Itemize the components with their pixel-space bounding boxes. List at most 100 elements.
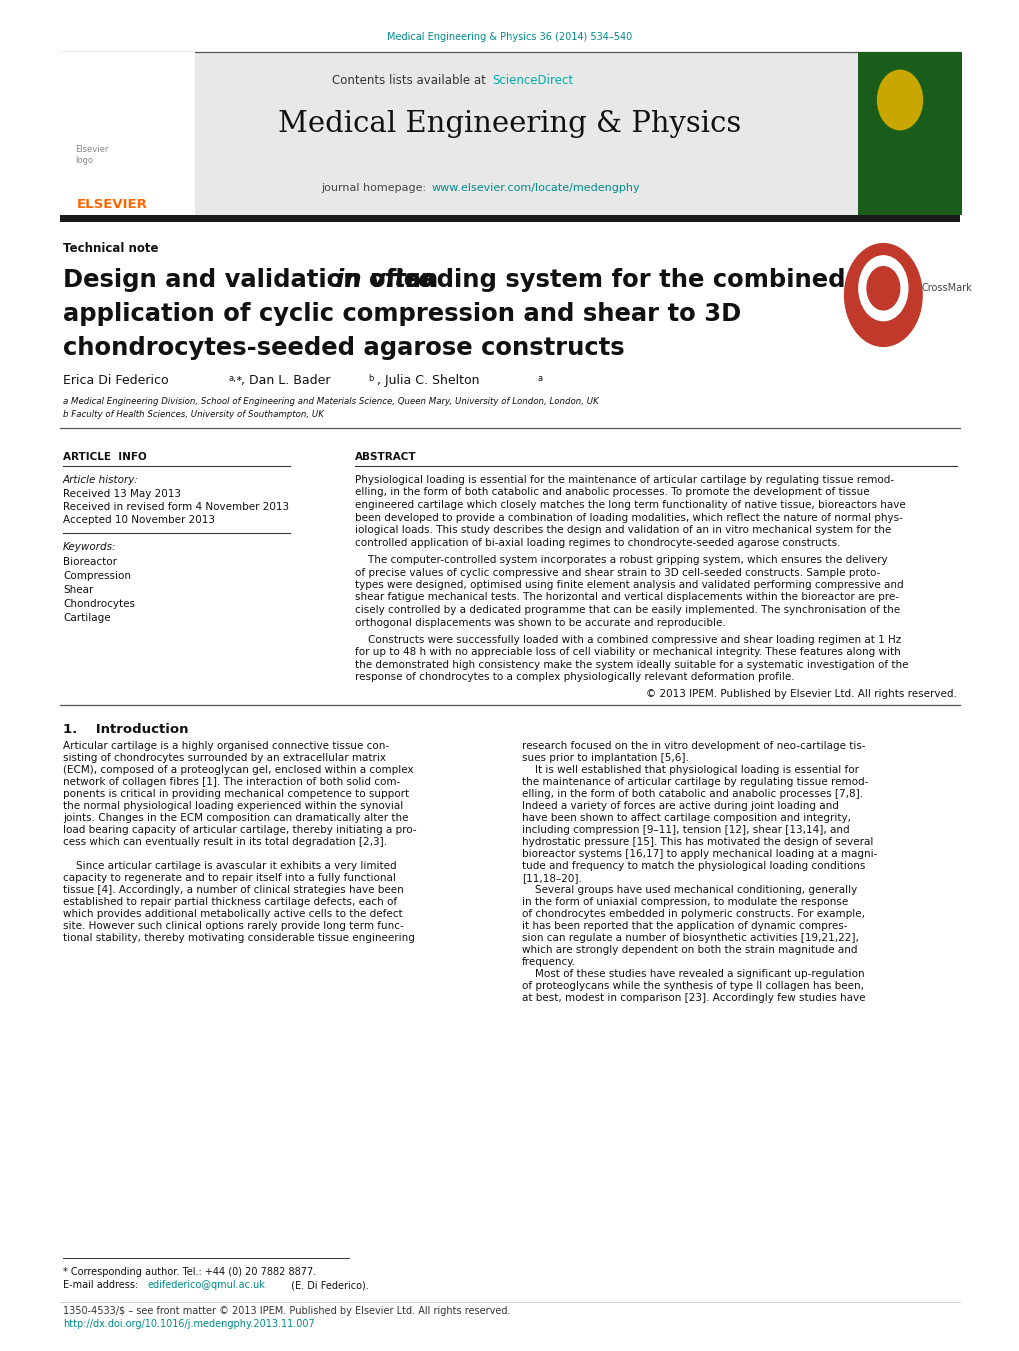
- Text: E-mail address:: E-mail address:: [63, 1279, 142, 1290]
- Text: Article history:: Article history:: [63, 476, 139, 485]
- Text: Received in revised form 4 November 2013: Received in revised form 4 November 2013: [63, 503, 288, 512]
- Text: research focused on the in vitro development of neo-cartilage tis-: research focused on the in vitro develop…: [522, 740, 865, 751]
- Text: Most of these studies have revealed a significant up-regulation: Most of these studies have revealed a si…: [522, 969, 864, 979]
- Circle shape: [866, 266, 899, 309]
- Text: for up to 48 h with no appreciable loss of cell viability or mechanical integrit: for up to 48 h with no appreciable loss …: [355, 647, 900, 658]
- Text: The computer-controlled system incorporates a robust gripping system, which ensu: The computer-controlled system incorpora…: [355, 555, 887, 565]
- Text: a: a: [537, 374, 542, 382]
- Bar: [60, 51, 195, 215]
- Text: ARTICLE  INFO: ARTICLE INFO: [63, 453, 147, 462]
- Text: the maintenance of articular cartilage by regulating tissue remod-: the maintenance of articular cartilage b…: [522, 777, 867, 788]
- Text: Bioreactor: Bioreactor: [63, 557, 117, 567]
- Text: chondrocytes-seeded agarose constructs: chondrocytes-seeded agarose constructs: [63, 336, 624, 359]
- Text: [11,18–20].: [11,18–20].: [522, 873, 581, 884]
- Text: Physiological loading is essential for the maintenance of articular cartilage by: Physiological loading is essential for t…: [355, 476, 894, 485]
- Text: including compression [9–11], tension [12], shear [13,14], and: including compression [9–11], tension [1…: [522, 825, 849, 835]
- Text: , Dan L. Bader: , Dan L. Bader: [242, 374, 331, 386]
- Text: * Corresponding author. Tel.: +44 (0) 20 7882 8877.: * Corresponding author. Tel.: +44 (0) 20…: [63, 1267, 316, 1277]
- Text: Compression: Compression: [63, 571, 130, 581]
- Text: Design and validation of an: Design and validation of an: [63, 267, 446, 292]
- Text: , Julia C. Shelton: , Julia C. Shelton: [377, 374, 479, 386]
- Text: Constructs were successfully loaded with a combined compressive and shear loadin: Constructs were successfully loaded with…: [355, 635, 901, 644]
- Text: 1.    Introduction: 1. Introduction: [63, 723, 189, 736]
- Bar: [857, 51, 961, 215]
- Text: 1350-4533/$ – see front matter © 2013 IPEM. Published by Elsevier Ltd. All right: 1350-4533/$ – see front matter © 2013 IP…: [63, 1306, 510, 1316]
- Text: (ECM), composed of a proteoglycan gel, enclosed within a complex: (ECM), composed of a proteoglycan gel, e…: [63, 765, 414, 775]
- Text: edifederico@qmul.ac.uk: edifederico@qmul.ac.uk: [148, 1279, 265, 1290]
- Text: Medical Engineering & Physics: Medical Engineering & Physics: [278, 109, 741, 138]
- Text: response of chondrocytes to a complex physiologically relevant deformation profi: response of chondrocytes to a complex ph…: [355, 673, 794, 682]
- Text: site. However such clinical options rarely provide long term func-: site. However such clinical options rare…: [63, 921, 404, 931]
- Text: in the form of uniaxial compression, to modulate the response: in the form of uniaxial compression, to …: [522, 897, 848, 907]
- Text: which are strongly dependent on both the strain magnitude and: which are strongly dependent on both the…: [522, 944, 857, 955]
- Text: of chondrocytes embedded in polymeric constructs. For example,: of chondrocytes embedded in polymeric co…: [522, 909, 864, 919]
- Text: ABSTRACT: ABSTRACT: [355, 453, 416, 462]
- Text: at best, modest in comparison [23]. Accordingly few studies have: at best, modest in comparison [23]. Acco…: [522, 993, 865, 1002]
- Text: ELSEVIER: ELSEVIER: [76, 199, 148, 211]
- Text: Since articular cartilage is avascular it exhibits a very limited: Since articular cartilage is avascular i…: [63, 861, 396, 871]
- Text: Elsevier
logo: Elsevier logo: [75, 146, 108, 165]
- Text: iological loads. This study describes the design and validation of an in vitro m: iological loads. This study describes th…: [355, 526, 891, 535]
- Text: Technical note: Technical note: [63, 242, 158, 255]
- Text: tional stability, thereby motivating considerable tissue engineering: tional stability, thereby motivating con…: [63, 934, 415, 943]
- Text: network of collagen fibres [1]. The interaction of both solid com-: network of collagen fibres [1]. The inte…: [63, 777, 399, 788]
- Text: capacity to regenerate and to repair itself into a fully functional: capacity to regenerate and to repair its…: [63, 873, 395, 884]
- Text: have been shown to affect cartilage composition and integrity,: have been shown to affect cartilage comp…: [522, 813, 850, 823]
- Text: Erica Di Federico: Erica Di Federico: [63, 374, 168, 386]
- Text: types were designed, optimised using finite element analysis and validated perfo: types were designed, optimised using fin…: [355, 580, 903, 590]
- Text: Shear: Shear: [63, 585, 94, 594]
- Text: of precise values of cyclic compressive and shear strain to 3D cell-seeded const: of precise values of cyclic compressive …: [355, 567, 879, 577]
- Bar: [60, 51, 959, 215]
- Text: controlled application of bi-axial loading regimes to chondrocyte-seeded agarose: controlled application of bi-axial loadi…: [355, 538, 840, 547]
- Text: Chondrocytes: Chondrocytes: [63, 598, 135, 609]
- Text: the demonstrated high consistency make the system ideally suitable for a systema: the demonstrated high consistency make t…: [355, 661, 908, 670]
- Text: sisting of chondrocytes surrounded by an extracellular matrix: sisting of chondrocytes surrounded by an…: [63, 753, 385, 763]
- Text: tissue [4]. Accordingly, a number of clinical strategies have been: tissue [4]. Accordingly, a number of cli…: [63, 885, 404, 894]
- Text: Cartilage: Cartilage: [63, 613, 110, 623]
- Text: it has been reported that the application of dynamic compres-: it has been reported that the applicatio…: [522, 921, 847, 931]
- Text: b Faculty of Health Sciences, University of Southampton, UK: b Faculty of Health Sciences, University…: [63, 409, 324, 419]
- Text: a Medical Engineering Division, School of Engineering and Materials Science, Que: a Medical Engineering Division, School o…: [63, 397, 598, 407]
- Text: Received 13 May 2013: Received 13 May 2013: [63, 489, 180, 499]
- Text: Indeed a variety of forces are active during joint loading and: Indeed a variety of forces are active du…: [522, 801, 838, 811]
- Text: orthogonal displacements was shown to be accurate and reproducible.: orthogonal displacements was shown to be…: [355, 617, 726, 627]
- Text: ponents is critical in providing mechanical competence to support: ponents is critical in providing mechani…: [63, 789, 409, 798]
- Text: bioreactor systems [16,17] to apply mechanical loading at a magni-: bioreactor systems [16,17] to apply mech…: [522, 848, 876, 859]
- Text: (E. Di Federico).: (E. Di Federico).: [288, 1279, 369, 1290]
- Text: elling, in the form of both catabolic and anabolic processes [7,8].: elling, in the form of both catabolic an…: [522, 789, 862, 798]
- Circle shape: [876, 70, 921, 130]
- Text: the normal physiological loading experienced within the synovial: the normal physiological loading experie…: [63, 801, 403, 811]
- Text: ScienceDirect: ScienceDirect: [491, 74, 573, 86]
- Text: been developed to provide a combination of loading modalities, which reflect the: been developed to provide a combination …: [355, 512, 902, 523]
- Text: sues prior to implantation [5,6].: sues prior to implantation [5,6].: [522, 753, 688, 763]
- Text: a,∗: a,∗: [228, 374, 243, 382]
- Text: www.elsevier.com/locate/medengphy: www.elsevier.com/locate/medengphy: [432, 182, 640, 193]
- Text: It is well established that physiological loading is essential for: It is well established that physiologica…: [522, 765, 858, 775]
- Text: in vitro: in vitro: [336, 267, 434, 292]
- Text: Articular cartilage is a highly organised connective tissue con-: Articular cartilage is a highly organise…: [63, 740, 388, 751]
- Text: frequency.: frequency.: [522, 957, 576, 967]
- Text: Keywords:: Keywords:: [63, 542, 116, 553]
- Text: Medical Engineering & Physics 36 (2014) 534–540: Medical Engineering & Physics 36 (2014) …: [387, 32, 632, 42]
- Text: hydrostatic pressure [15]. This has motivated the design of several: hydrostatic pressure [15]. This has moti…: [522, 838, 872, 847]
- Circle shape: [858, 255, 907, 320]
- Text: of proteoglycans while the synthesis of type II collagen has been,: of proteoglycans while the synthesis of …: [522, 981, 863, 992]
- Text: shear fatigue mechanical tests. The horizontal and vertical displacements within: shear fatigue mechanical tests. The hori…: [355, 593, 898, 603]
- Text: joints. Changes in the ECM composition can dramatically alter the: joints. Changes in the ECM composition c…: [63, 813, 408, 823]
- Text: loading system for the combined: loading system for the combined: [387, 267, 845, 292]
- Bar: [60, 215, 959, 222]
- Text: journal homepage:: journal homepage:: [321, 182, 430, 193]
- Text: Several groups have used mechanical conditioning, generally: Several groups have used mechanical cond…: [522, 885, 856, 894]
- Text: © 2013 IPEM. Published by Elsevier Ltd. All rights reserved.: © 2013 IPEM. Published by Elsevier Ltd. …: [645, 689, 956, 698]
- Circle shape: [844, 243, 921, 346]
- Text: established to repair partial thickness cartilage defects, each of: established to repair partial thickness …: [63, 897, 396, 907]
- Text: tude and frequency to match the physiological loading conditions: tude and frequency to match the physiolo…: [522, 861, 864, 871]
- Text: Contents lists available at: Contents lists available at: [332, 74, 489, 86]
- Text: load bearing capacity of articular cartilage, thereby initiating a pro-: load bearing capacity of articular carti…: [63, 825, 416, 835]
- Text: cess which can eventually result in its total degradation [2,3].: cess which can eventually result in its …: [63, 838, 387, 847]
- Text: Accepted 10 November 2013: Accepted 10 November 2013: [63, 515, 215, 526]
- Text: application of cyclic compression and shear to 3D: application of cyclic compression and sh…: [63, 303, 741, 326]
- Text: cisely controlled by a dedicated programme that can be easily implemented. The s: cisely controlled by a dedicated program…: [355, 605, 899, 615]
- Text: CrossMark: CrossMark: [920, 284, 971, 293]
- Text: elling, in the form of both catabolic and anabolic processes. To promote the dev: elling, in the form of both catabolic an…: [355, 488, 869, 497]
